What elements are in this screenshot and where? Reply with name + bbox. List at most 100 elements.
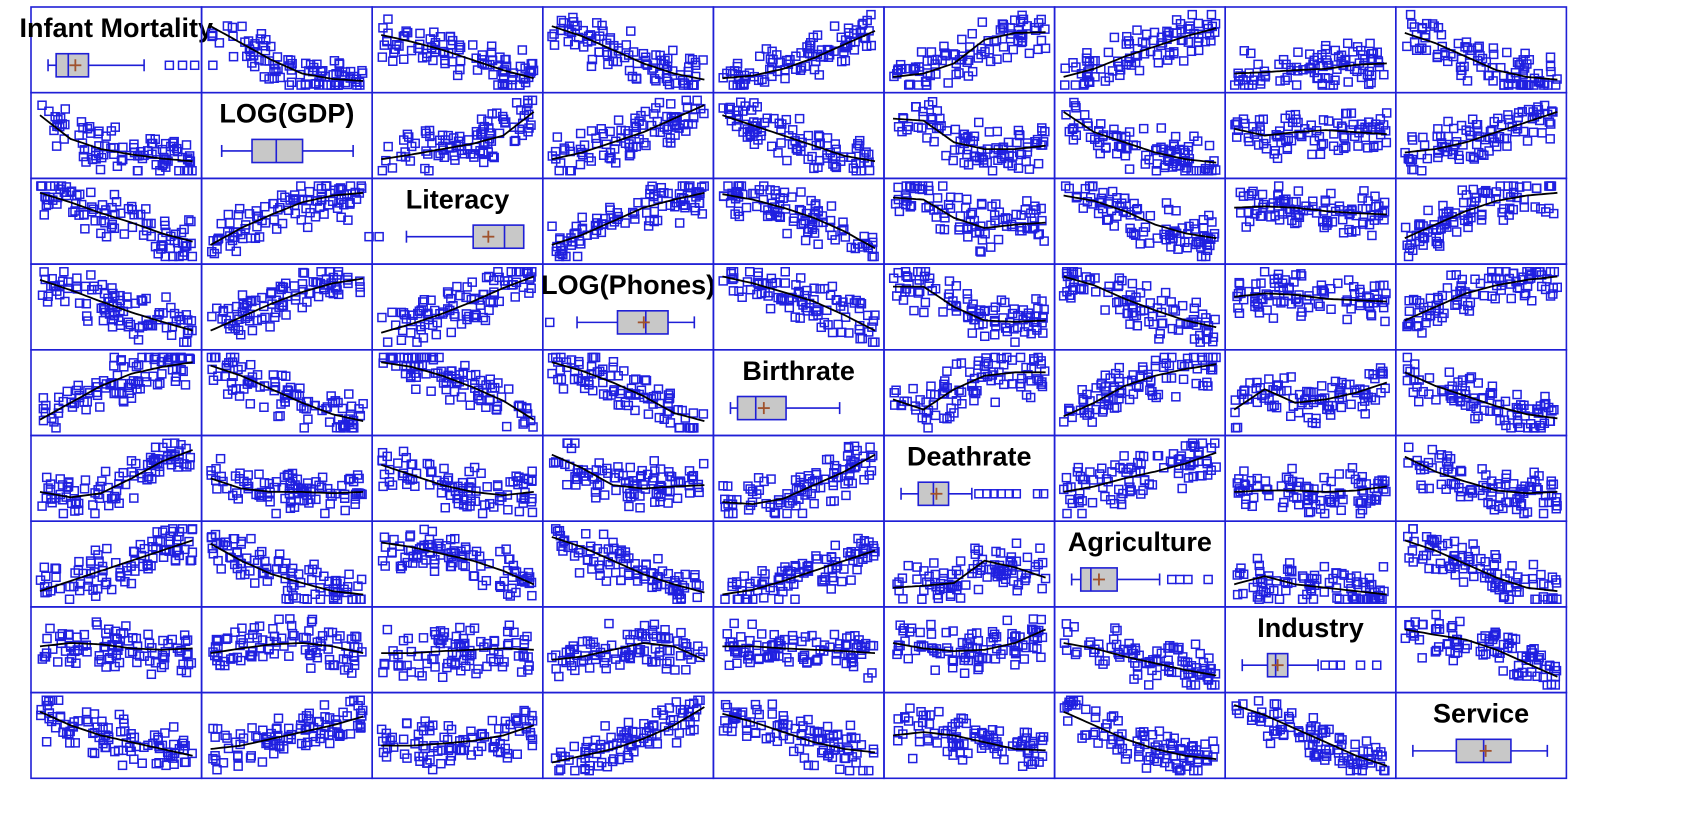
variable-label: LOG(Phones) <box>541 270 715 300</box>
smoother-line <box>380 463 534 497</box>
data-point <box>315 583 325 593</box>
data-point <box>328 272 339 283</box>
data-point <box>605 126 615 137</box>
data-point <box>134 323 145 333</box>
data-point <box>116 356 126 366</box>
data-point <box>796 187 806 197</box>
data-point <box>388 354 398 364</box>
data-point <box>456 392 467 402</box>
data-point <box>1447 212 1457 222</box>
data-point <box>1345 469 1355 479</box>
data-point <box>796 63 807 73</box>
data-point <box>1318 115 1329 125</box>
data-point <box>334 59 345 69</box>
data-point <box>1064 403 1074 414</box>
data-point <box>628 47 639 57</box>
data-point <box>1366 309 1376 319</box>
data-point <box>135 209 146 220</box>
data-point <box>286 77 297 88</box>
data-point <box>1037 123 1047 133</box>
data-point <box>355 287 365 298</box>
smoother-line <box>893 285 1046 323</box>
data-point <box>1112 211 1122 222</box>
data-point <box>575 128 586 139</box>
data-point <box>489 152 499 163</box>
data-point <box>1236 208 1246 218</box>
data-point <box>812 305 822 315</box>
data-point <box>387 307 397 318</box>
data-point <box>311 277 321 288</box>
data-point <box>1070 80 1081 90</box>
data-point <box>603 59 613 70</box>
data-point <box>1136 489 1146 499</box>
data-point <box>351 194 362 204</box>
data-point <box>772 50 782 60</box>
data-point <box>968 299 978 309</box>
data-point <box>350 494 361 504</box>
data-point <box>1022 147 1033 157</box>
data-point <box>1456 466 1467 477</box>
data-point <box>1104 395 1114 406</box>
data-point <box>503 505 513 515</box>
data-point <box>514 506 525 517</box>
data-point <box>495 52 505 62</box>
data-point <box>1380 316 1390 327</box>
data-point <box>1286 135 1297 146</box>
data-point <box>1071 103 1081 113</box>
data-point <box>387 480 398 490</box>
data-point <box>635 503 645 513</box>
data-point <box>930 410 941 421</box>
data-point <box>1273 269 1284 280</box>
data-point <box>1404 306 1415 316</box>
data-point <box>348 476 359 487</box>
data-point <box>1538 497 1549 508</box>
data-point <box>228 51 239 62</box>
data-point <box>897 126 907 137</box>
smoother-line <box>1063 111 1217 164</box>
data-point <box>793 286 804 297</box>
data-point <box>822 133 833 143</box>
data-point <box>605 35 615 45</box>
data-point <box>1487 388 1498 399</box>
data-point <box>558 384 569 394</box>
data-point <box>1291 270 1301 280</box>
data-point <box>250 578 260 588</box>
data-point <box>1037 215 1047 226</box>
data-point <box>485 296 495 306</box>
data-point <box>1177 483 1187 494</box>
data-point <box>1197 309 1208 319</box>
data-point <box>898 295 909 305</box>
data-point <box>484 305 494 316</box>
data-point <box>862 310 873 321</box>
data-point <box>143 320 154 330</box>
data-point <box>126 578 137 589</box>
smoother-line <box>210 191 364 246</box>
data-point <box>1538 508 1549 519</box>
data-point <box>435 31 446 42</box>
data-point <box>1098 187 1108 198</box>
data-point <box>1319 222 1329 233</box>
data-point <box>1287 476 1298 487</box>
data-point <box>312 196 322 206</box>
data-point <box>1181 163 1192 173</box>
data-point <box>481 272 492 283</box>
data-point <box>1114 362 1125 373</box>
data-point <box>1124 127 1135 137</box>
data-point <box>1255 121 1265 131</box>
data-point <box>110 209 120 220</box>
data-point <box>554 251 565 262</box>
smoother-line <box>1404 32 1558 81</box>
data-point <box>624 501 634 512</box>
data-point <box>1442 283 1453 293</box>
data-point <box>931 212 942 222</box>
data-point <box>1334 469 1344 479</box>
data-point <box>1418 132 1428 143</box>
cell-6-1 <box>200 520 374 608</box>
data-point <box>649 473 659 483</box>
data-point <box>1450 300 1460 310</box>
data-point <box>1118 206 1129 216</box>
data-point <box>291 593 301 603</box>
data-point <box>1419 140 1430 150</box>
data-point <box>456 319 467 329</box>
smoother-line <box>210 364 364 422</box>
